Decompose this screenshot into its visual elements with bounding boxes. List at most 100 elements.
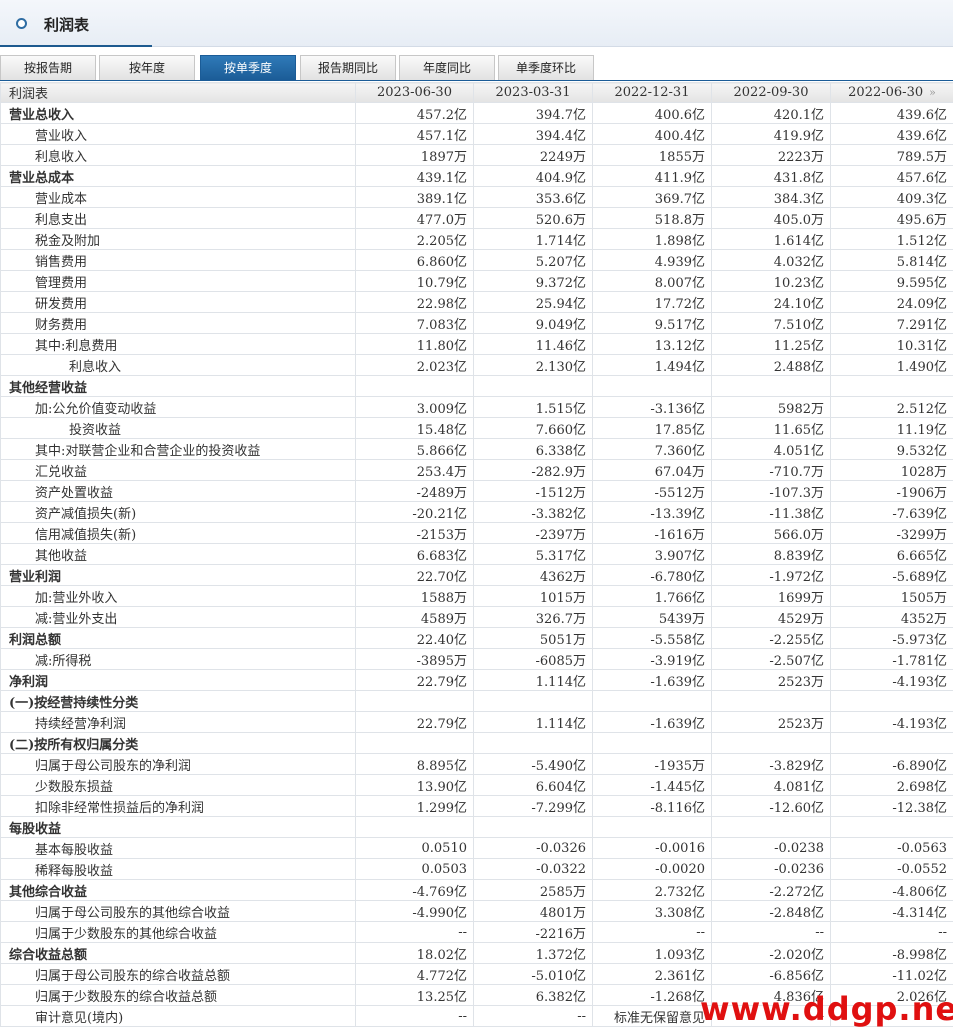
- row-label: 营业收入: [1, 124, 356, 145]
- cell-value: 326.7万: [474, 607, 593, 628]
- cell-value: 13.25亿: [356, 985, 474, 1006]
- row-label: 信用减值损失(新): [1, 523, 356, 544]
- row-label: 税金及附加: [1, 229, 356, 250]
- cell-value: 24.09亿: [831, 292, 953, 313]
- cell-value: 2223万: [712, 145, 831, 166]
- tab-by-year[interactable]: 按年度: [99, 55, 195, 80]
- cell-value: 253.4万: [356, 460, 474, 481]
- tab-by-report-period[interactable]: 按报告期: [0, 55, 96, 80]
- cell-value: -1906万: [831, 481, 953, 502]
- row-label: 净利润: [1, 670, 356, 691]
- title-underline: [0, 45, 152, 47]
- tab-by-quarter[interactable]: 按单季度: [200, 55, 296, 80]
- cell-value: 1.299亿: [356, 796, 474, 817]
- cell-value: 1.114亿: [474, 670, 593, 691]
- cell-value: 457.6亿: [831, 166, 953, 187]
- cell-value: 1.372亿: [474, 943, 593, 964]
- cell-value: 439.1亿: [356, 166, 474, 187]
- cell-value: 7.510亿: [712, 313, 831, 334]
- cell-value: --: [356, 1006, 474, 1027]
- row-label: 财务费用: [1, 313, 356, 334]
- cell-value: 389.1亿: [356, 187, 474, 208]
- cell-value: 2.488亿: [712, 355, 831, 376]
- cell-value: -4.769亿: [356, 880, 474, 901]
- cell-value: -3299万: [831, 523, 953, 544]
- cell-value: -1.268亿: [593, 985, 712, 1006]
- cell-value: 1.898亿: [593, 229, 712, 250]
- cell-value: 419.9亿: [712, 124, 831, 145]
- tab-quarter-qoq[interactable]: 单季度环比: [498, 55, 594, 80]
- cell-value: 2.130亿: [474, 355, 593, 376]
- cell-value: -2.848亿: [712, 901, 831, 922]
- cell-value: 4801万: [474, 901, 593, 922]
- cell-value: 4529万: [712, 607, 831, 628]
- cell-value: 4589万: [356, 607, 474, 628]
- cell-value: 2.732亿: [593, 880, 712, 901]
- cell-value: 394.4亿: [474, 124, 593, 145]
- double-chevron-right-icon[interactable]: »: [929, 86, 936, 99]
- cell-value: 369.7亿: [593, 187, 712, 208]
- cell-value: 4.081亿: [712, 775, 831, 796]
- cell-value: -0.0020: [593, 859, 712, 880]
- cell-value: 1505万: [831, 586, 953, 607]
- cell-value: [831, 691, 953, 712]
- cell-value: 394.7亿: [474, 103, 593, 124]
- cell-value: 1.714亿: [474, 229, 593, 250]
- cell-value: -1512万: [474, 481, 593, 502]
- cell-value: 6.338亿: [474, 439, 593, 460]
- row-label: 资产处置收益: [1, 481, 356, 502]
- cell-value: 420.1亿: [712, 103, 831, 124]
- row-label: 其他综合收益: [1, 880, 356, 901]
- table-row: 每股收益: [1, 817, 953, 838]
- cell-value: 1897万: [356, 145, 474, 166]
- cell-value: -2489万: [356, 481, 474, 502]
- cell-value: 404.9亿: [474, 166, 593, 187]
- cell-value: 411.9亿: [593, 166, 712, 187]
- cell-value: 789.5万: [831, 145, 953, 166]
- row-label: 营业成本: [1, 187, 356, 208]
- cell-value: -7.639亿: [831, 502, 953, 523]
- cell-value: 22.79亿: [356, 670, 474, 691]
- cell-value: 13.12亿: [593, 334, 712, 355]
- cell-value: 4362万: [474, 565, 593, 586]
- cell-value: [356, 376, 474, 397]
- cell-value: -3.136亿: [593, 397, 712, 418]
- cell-value: [712, 376, 831, 397]
- tab-report-yoy[interactable]: 报告期同比: [300, 55, 396, 80]
- cell-value: -2153万: [356, 523, 474, 544]
- table-row: 减:所得税-3895万-6085万-3.919亿-2.507亿-1.781亿: [1, 649, 953, 670]
- cell-value: [593, 376, 712, 397]
- circle-bullet-icon: [16, 18, 27, 29]
- cell-value: 11.25亿: [712, 334, 831, 355]
- row-label: 减:营业外支出: [1, 607, 356, 628]
- cell-value: 5439万: [593, 607, 712, 628]
- cell-value: 477.0万: [356, 208, 474, 229]
- cell-value: 1.515亿: [474, 397, 593, 418]
- row-label: 综合收益总额: [1, 943, 356, 964]
- column-header-last: 2022-06-30»: [831, 83, 953, 103]
- row-label: 投资收益: [1, 418, 356, 439]
- cell-value: -6.780亿: [593, 565, 712, 586]
- row-label: 汇兑收益: [1, 460, 356, 481]
- cell-value: [712, 691, 831, 712]
- cell-value: 1.114亿: [474, 712, 593, 733]
- cell-value: 11.19亿: [831, 418, 953, 439]
- row-label: 扣除非经常性损益后的净利润: [1, 796, 356, 817]
- cell-value: 9.049亿: [474, 313, 593, 334]
- cell-value: 1588万: [356, 586, 474, 607]
- tab-annual-yoy[interactable]: 年度同比: [399, 55, 495, 80]
- row-label: 营业总收入: [1, 103, 356, 124]
